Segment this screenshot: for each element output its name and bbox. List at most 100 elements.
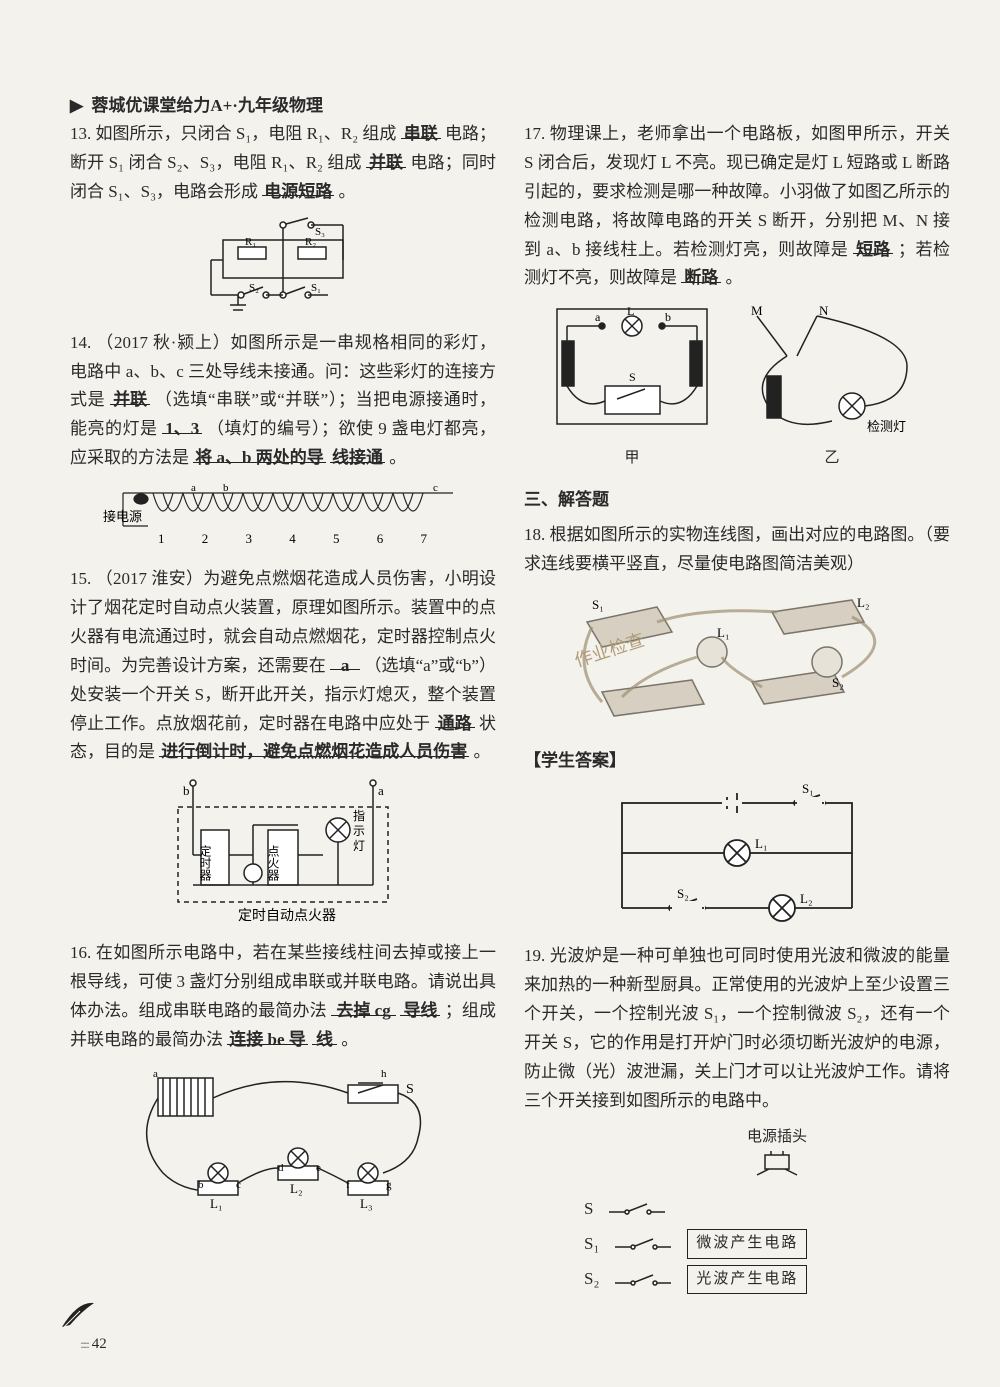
svg-text:a: a <box>191 482 196 494</box>
question-13: 13. 如图所示，只闭合 S₁，电阻 R₁、R₂ 组成 串联 电路；断开 S₁ … <box>70 120 496 315</box>
svg-text:R₁: R₁ <box>245 236 256 248</box>
q15-blank-3: 进行倒计时，避免点燃烟花造成人员伤害 <box>159 738 469 757</box>
section-3-title: 三、解答题 <box>524 486 950 515</box>
svg-text:e: e <box>316 1162 321 1174</box>
q16-text-3: 。 <box>341 1030 358 1049</box>
q19-s1-label: S₁ <box>584 1230 599 1259</box>
header-arrow-icon: ▶ <box>70 96 83 115</box>
svg-text:灯: 灯 <box>353 839 365 853</box>
q19-box-1: 微波产生电路 <box>687 1229 807 1259</box>
q13-blank-1: 串联 <box>401 120 441 139</box>
q13-text-4: 。 <box>339 182 356 201</box>
plug-icon <box>747 1151 807 1179</box>
svg-text:b: b <box>198 1179 204 1191</box>
q19-plug-label: 电源插头 <box>747 1129 807 1145</box>
q17-blank-1: 短路 <box>853 236 893 255</box>
q19-s2-label: S₂ <box>584 1265 599 1294</box>
svg-text:定时自动点火器: 定时自动点火器 <box>238 908 336 924</box>
svg-text:L₂: L₂ <box>290 1181 302 1196</box>
svg-text:示: 示 <box>353 824 365 838</box>
q18-answer-diagram: S₁ L₁ S₂ L₂ <box>524 783 950 928</box>
question-15: 15. （2017 淮安）为避免点燃烟花造成人员伤害，小明设计了烟花定时自动点火… <box>70 565 496 925</box>
q14-blank-3b: 线接通 <box>330 444 385 463</box>
q17-caption-left: 甲 <box>547 446 717 472</box>
q17-caption-right: 乙 <box>737 446 927 472</box>
page-header: ▶ 蓉城优课堂给力A+·九年级物理 <box>70 92 323 121</box>
page-number: :::::: 42 <box>80 1332 107 1358</box>
q15-blank-2: 通路 <box>435 710 475 729</box>
page-dots-icon: :::::: <box>80 1337 88 1351</box>
q15-number: 15. <box>70 569 91 588</box>
q16-blank-2b: 线 <box>312 1026 337 1045</box>
question-16: 16. 在如图所示电路中，若在某些接线柱间去掉或接上一根导线，可使 3 盏灯分别… <box>70 939 496 1213</box>
question-18: 18. 根据如图所示的实物连线图，画出对应的电路图。（要求连线要横平竖直，尽量使… <box>524 521 950 929</box>
svg-text:a: a <box>378 783 384 798</box>
svg-text:d: d <box>278 1162 284 1174</box>
q19-text: 光波炉是一种可单独也可同时使用光波和微波的能量来加热的一种新型厨具。正常使用的光… <box>524 946 950 1109</box>
svg-text:b: b <box>223 482 229 494</box>
q15-figure: b a 定时器 点火器 指 示 灯 定时自动点火器 <box>70 775 496 925</box>
q17-text-3: 。 <box>726 268 743 287</box>
svg-text:L₁: L₁ <box>755 836 767 851</box>
q13-figure: R₁ R₂ S₃ S₂ S₁ <box>70 215 496 315</box>
q16-figure: a h S b c d e f g L₁ L₂ L₃ <box>70 1063 496 1213</box>
svg-text:c: c <box>236 1179 241 1191</box>
svg-text:M: M <box>751 303 763 318</box>
svg-text:L: L <box>627 304 634 318</box>
q19-switch-s2-row: S₂ 光波产生电路 <box>584 1265 950 1295</box>
svg-text:a: a <box>153 1068 158 1080</box>
svg-text:L₁: L₁ <box>210 1196 222 1211</box>
page-number-value: 42 <box>92 1336 107 1352</box>
q17-number: 17. <box>524 124 545 143</box>
svg-text:g: g <box>386 1179 392 1191</box>
q16-blank-1b: 导线 <box>400 997 440 1016</box>
header-title: 蓉城优课堂给力A+·九年级物理 <box>91 96 323 115</box>
q17-blank-2: 断路 <box>681 264 721 283</box>
svg-text:b: b <box>665 310 671 324</box>
svg-text:L₂: L₂ <box>800 891 812 906</box>
content-columns: 13. 如图所示，只闭合 S₁，电阻 R₁、R₂ 组成 串联 电路；断开 S₁ … <box>70 120 950 1308</box>
q14-blank-2: 1、3 <box>162 415 202 434</box>
q14-text-4: 。 <box>389 448 406 467</box>
svg-text:接电源: 接电源 <box>103 509 142 524</box>
svg-text:L₃: L₃ <box>360 1196 372 1211</box>
svg-text:检测灯: 检测灯 <box>867 419 906 434</box>
q13-blank-2: 并联 <box>366 149 406 168</box>
q18-text: 根据如图所示的实物连线图，画出对应的电路图。（要求连线要横平竖直，尽量使电路图简… <box>524 525 950 573</box>
q15-text-4: 。 <box>474 742 491 761</box>
right-column: 17. 物理课上，老师拿出一个电路板，如图甲所示，开关 S 闭合后，发现灯 L … <box>524 120 950 1308</box>
question-17: 17. 物理课上，老师拿出一个电路板，如图甲所示，开关 S 闭合后，发现灯 L … <box>524 120 950 472</box>
question-19: 19. 光波炉是一种可单独也可同时使用光波和微波的能量来加热的一种新型厨具。正常… <box>524 942 950 1294</box>
q19-number: 19. <box>524 946 545 965</box>
svg-text:S: S <box>406 1082 414 1097</box>
q13-number: 13. <box>70 124 91 143</box>
q14-figure: a b c 接电源 1 2 3 4 5 6 7 8 9 <box>70 481 496 551</box>
q19-switch-s1-row: S₁ 微波产生电路 <box>584 1229 950 1259</box>
switch-icon <box>613 1235 673 1253</box>
svg-text:h: h <box>381 1068 387 1080</box>
q19-switch-s-row: S <box>584 1195 950 1224</box>
q16-blank-1a: 去掉 cg <box>331 997 396 1016</box>
svg-text:L₂: L₂ <box>857 595 869 610</box>
svg-text:b: b <box>183 783 190 798</box>
svg-text:L₁: L₁ <box>717 625 729 640</box>
q17-figure-right: M N 检测灯 乙 <box>737 301 927 472</box>
q16-blank-2a: 连接 be 导 <box>227 1026 308 1045</box>
q13-blank-3: 电源短路 <box>262 178 334 197</box>
svg-text:S₃: S₃ <box>315 226 325 238</box>
svg-text:S₁: S₁ <box>311 282 321 294</box>
svg-text:S: S <box>629 370 636 384</box>
q18-figure-photo: S₁ L₂ L₁ S₂ 作业检查 <box>524 587 950 737</box>
svg-text:f: f <box>346 1179 350 1191</box>
svg-text:1 2 3 4 5 6 7 8 9: 1 2 3 4 5 6 7 8 9 <box>158 531 463 546</box>
q18-number: 18. <box>524 525 545 544</box>
q17-figure: a b L S 甲 <box>524 301 950 472</box>
q16-number: 16. <box>70 943 91 962</box>
q13-text-1: 如图所示，只闭合 S₁，电阻 R₁、R₂ 组成 <box>96 124 397 143</box>
switch-icon <box>607 1200 667 1218</box>
left-column: 13. 如图所示，只闭合 S₁，电阻 R₁、R₂ 组成 串联 电路；断开 S₁ … <box>70 120 496 1308</box>
q14-blank-1: 并联 <box>110 386 150 405</box>
svg-text:S₁: S₁ <box>592 597 604 612</box>
svg-text:S₁: S₁ <box>802 783 814 796</box>
q19-s-label: S <box>584 1195 593 1224</box>
